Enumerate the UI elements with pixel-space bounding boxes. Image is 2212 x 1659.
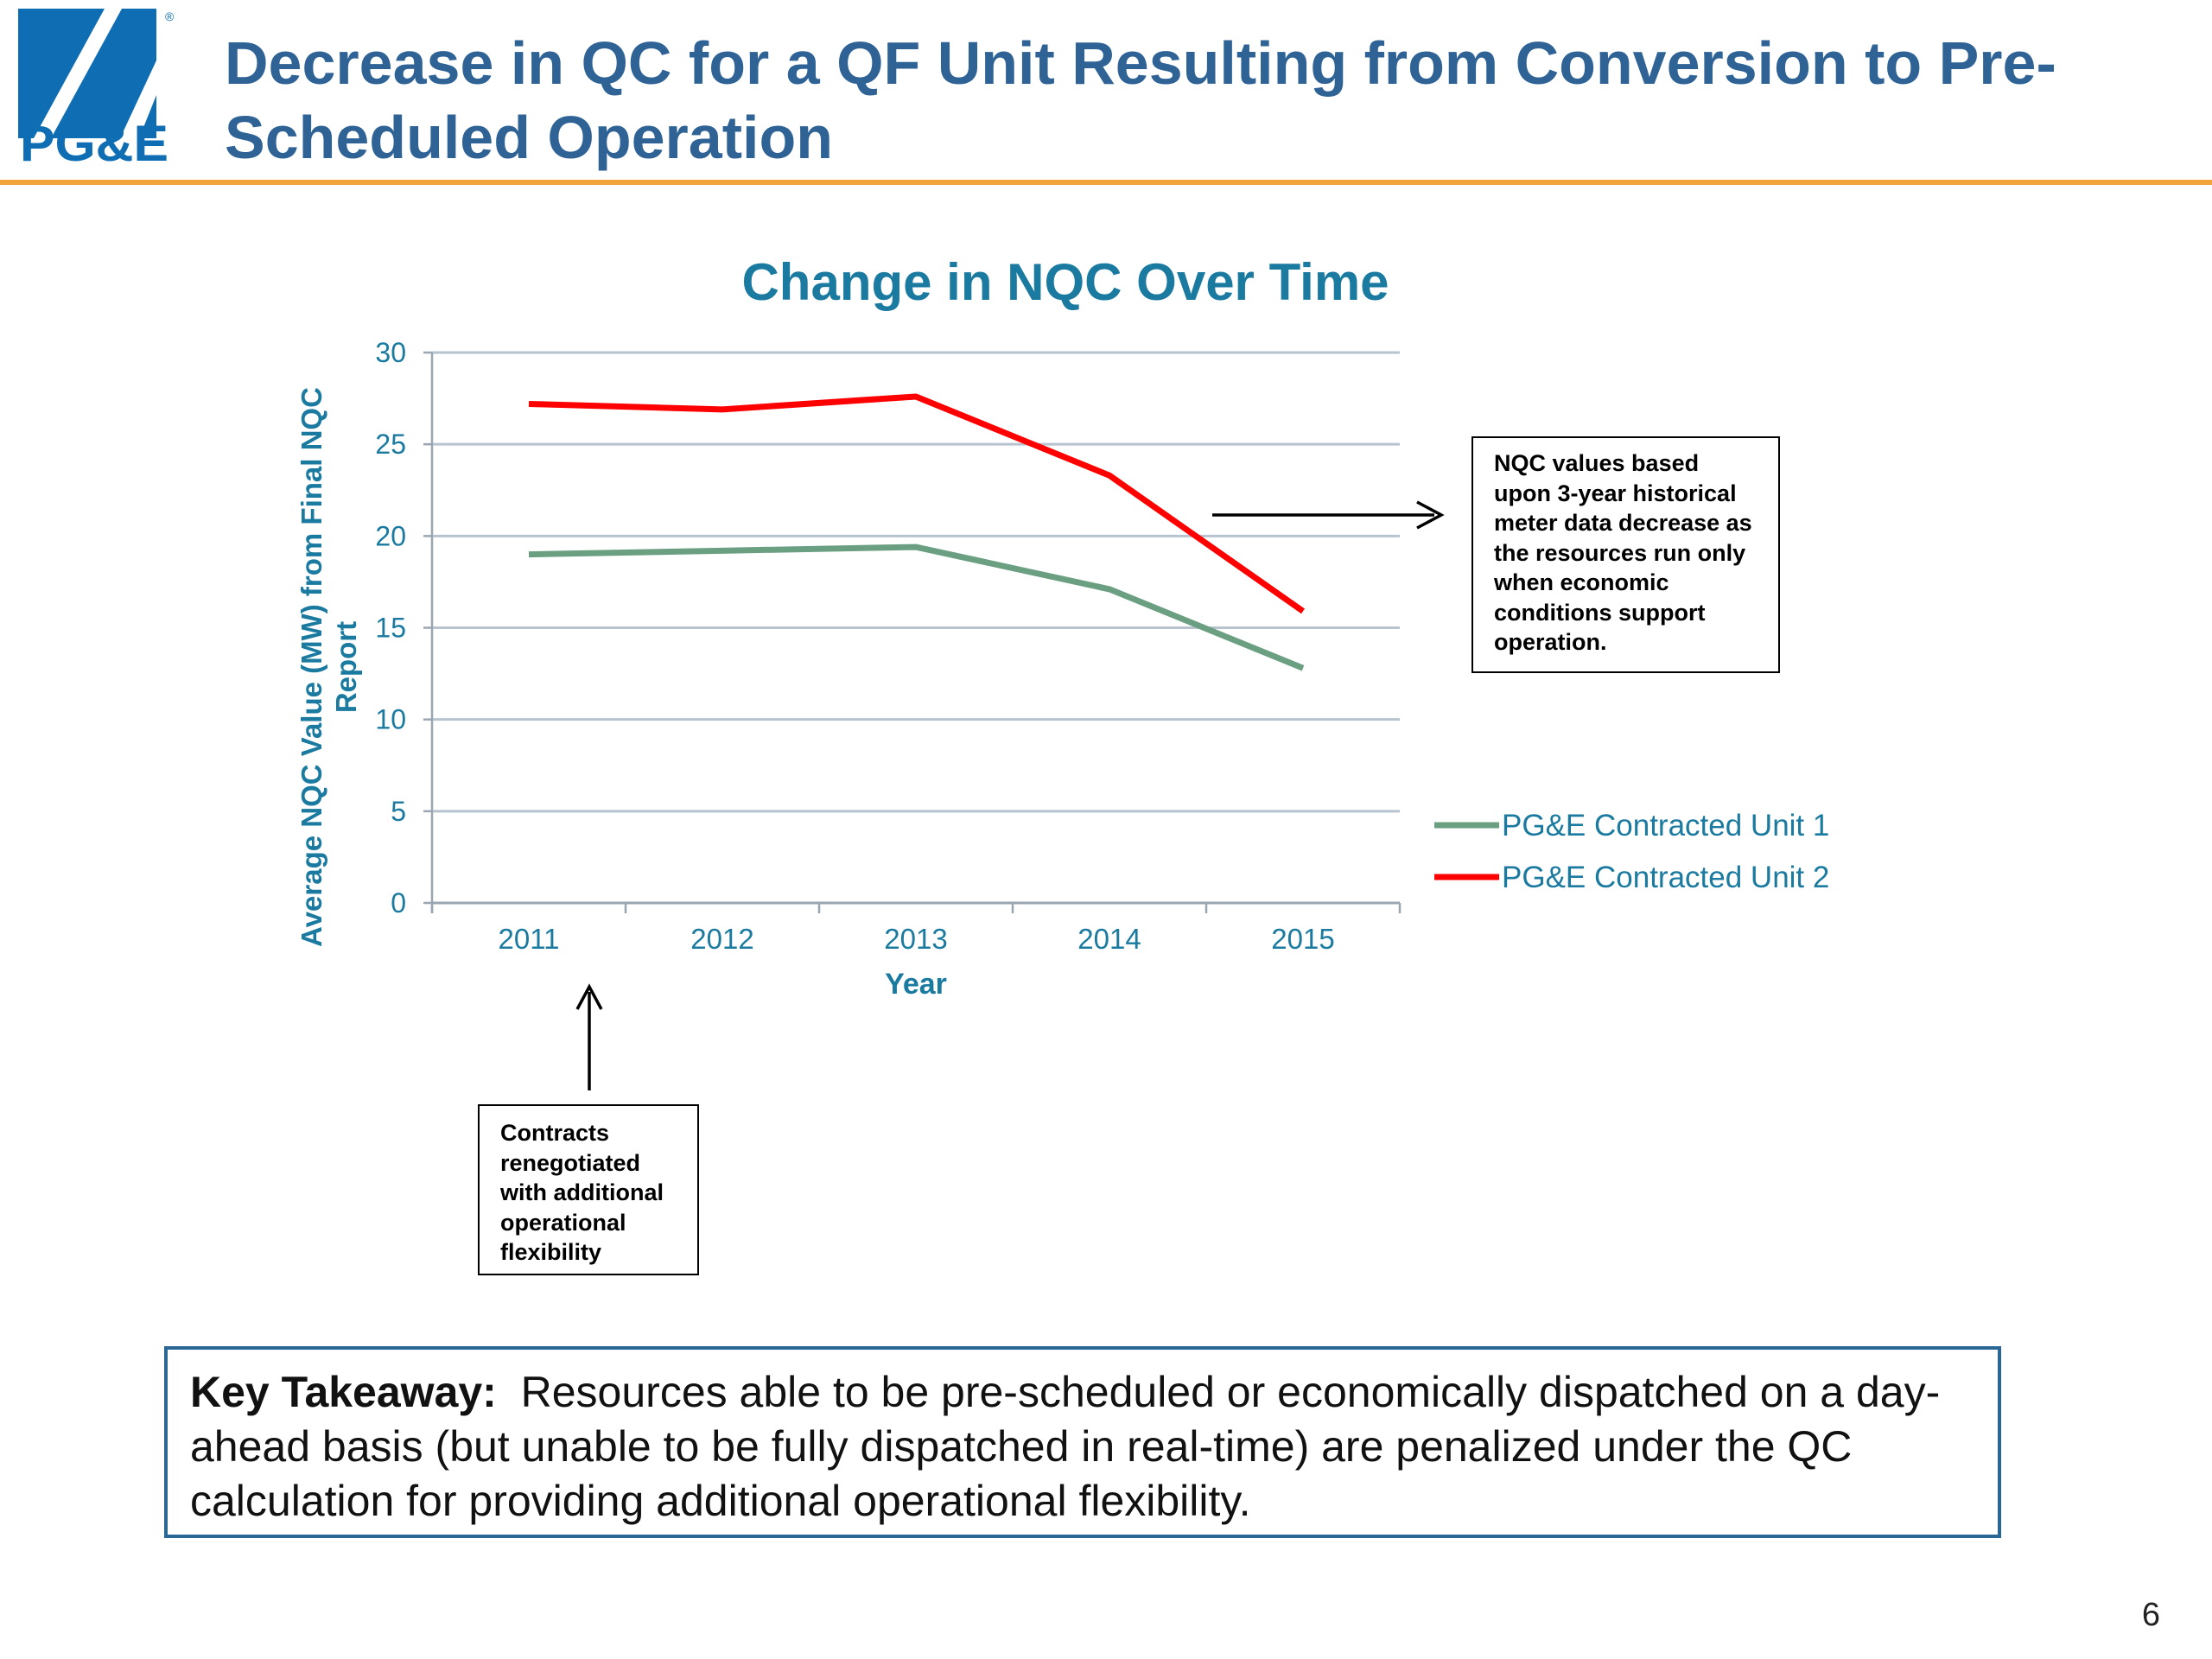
y-tick-label: 10 <box>375 704 406 735</box>
title-divider <box>0 180 2212 185</box>
y-axis-label-line-1: Average NQC Value (MW) from Final NQC <box>296 387 327 947</box>
bottom-callout-box: Contracts renegotiated with additional o… <box>478 1104 699 1275</box>
x-tick-label: 2015 <box>1271 923 1334 955</box>
key-takeaway-text: Resources able to be pre-scheduled or ec… <box>190 1368 1941 1525</box>
slide-title: Decrease in QC for a QF Unit Resulting f… <box>225 29 2056 171</box>
legend-label: PG&E Contracted Unit 2 <box>1502 861 1829 894</box>
x-tick-label: 2014 <box>1077 923 1141 955</box>
x-tick-label: 2011 <box>499 923 560 955</box>
registered-mark: ® <box>165 10 175 23</box>
x-tick-label: 2012 <box>690 923 753 955</box>
x-axis-label: Year <box>885 968 947 1001</box>
y-tick-label: 5 <box>391 796 406 827</box>
logo-white-wedge-2 <box>120 60 156 138</box>
chart-title: Change in NQC Over Time <box>741 253 1389 311</box>
right-callout-arrow <box>1212 500 1445 530</box>
y-tick-label: 0 <box>391 887 406 918</box>
pge-logo: PG&E ® <box>18 9 175 169</box>
y-tick-label: 25 <box>375 429 406 460</box>
series-line-unit-2 <box>528 393 1306 614</box>
x-tick-label: 2013 <box>884 923 947 955</box>
key-takeaway-box: Key Takeaway: Resources able to be pre-s… <box>164 1346 2001 1538</box>
bottom-callout-arrow <box>575 983 603 1090</box>
y-axis-label: Average NQC Value (MW) from Final NQCRep… <box>296 387 362 947</box>
right-callout-box: NQC values based upon 3-year historical … <box>1471 436 1780 673</box>
y-tick-label: 20 <box>375 520 406 551</box>
y-axis-label-line-2: Report <box>330 621 362 713</box>
y-tick-label: 15 <box>375 613 406 644</box>
series-line-unit-1 <box>528 543 1305 671</box>
key-takeaway-label: Key Takeaway: <box>190 1368 497 1416</box>
y-tick-label: 30 <box>375 337 406 368</box>
logo-white-wedge <box>34 9 122 138</box>
page-number: 6 <box>2141 1597 2160 1633</box>
legend-label: PG&E Contracted Unit 1 <box>1502 809 1829 842</box>
logo-wordmark: PG&E <box>20 116 168 169</box>
